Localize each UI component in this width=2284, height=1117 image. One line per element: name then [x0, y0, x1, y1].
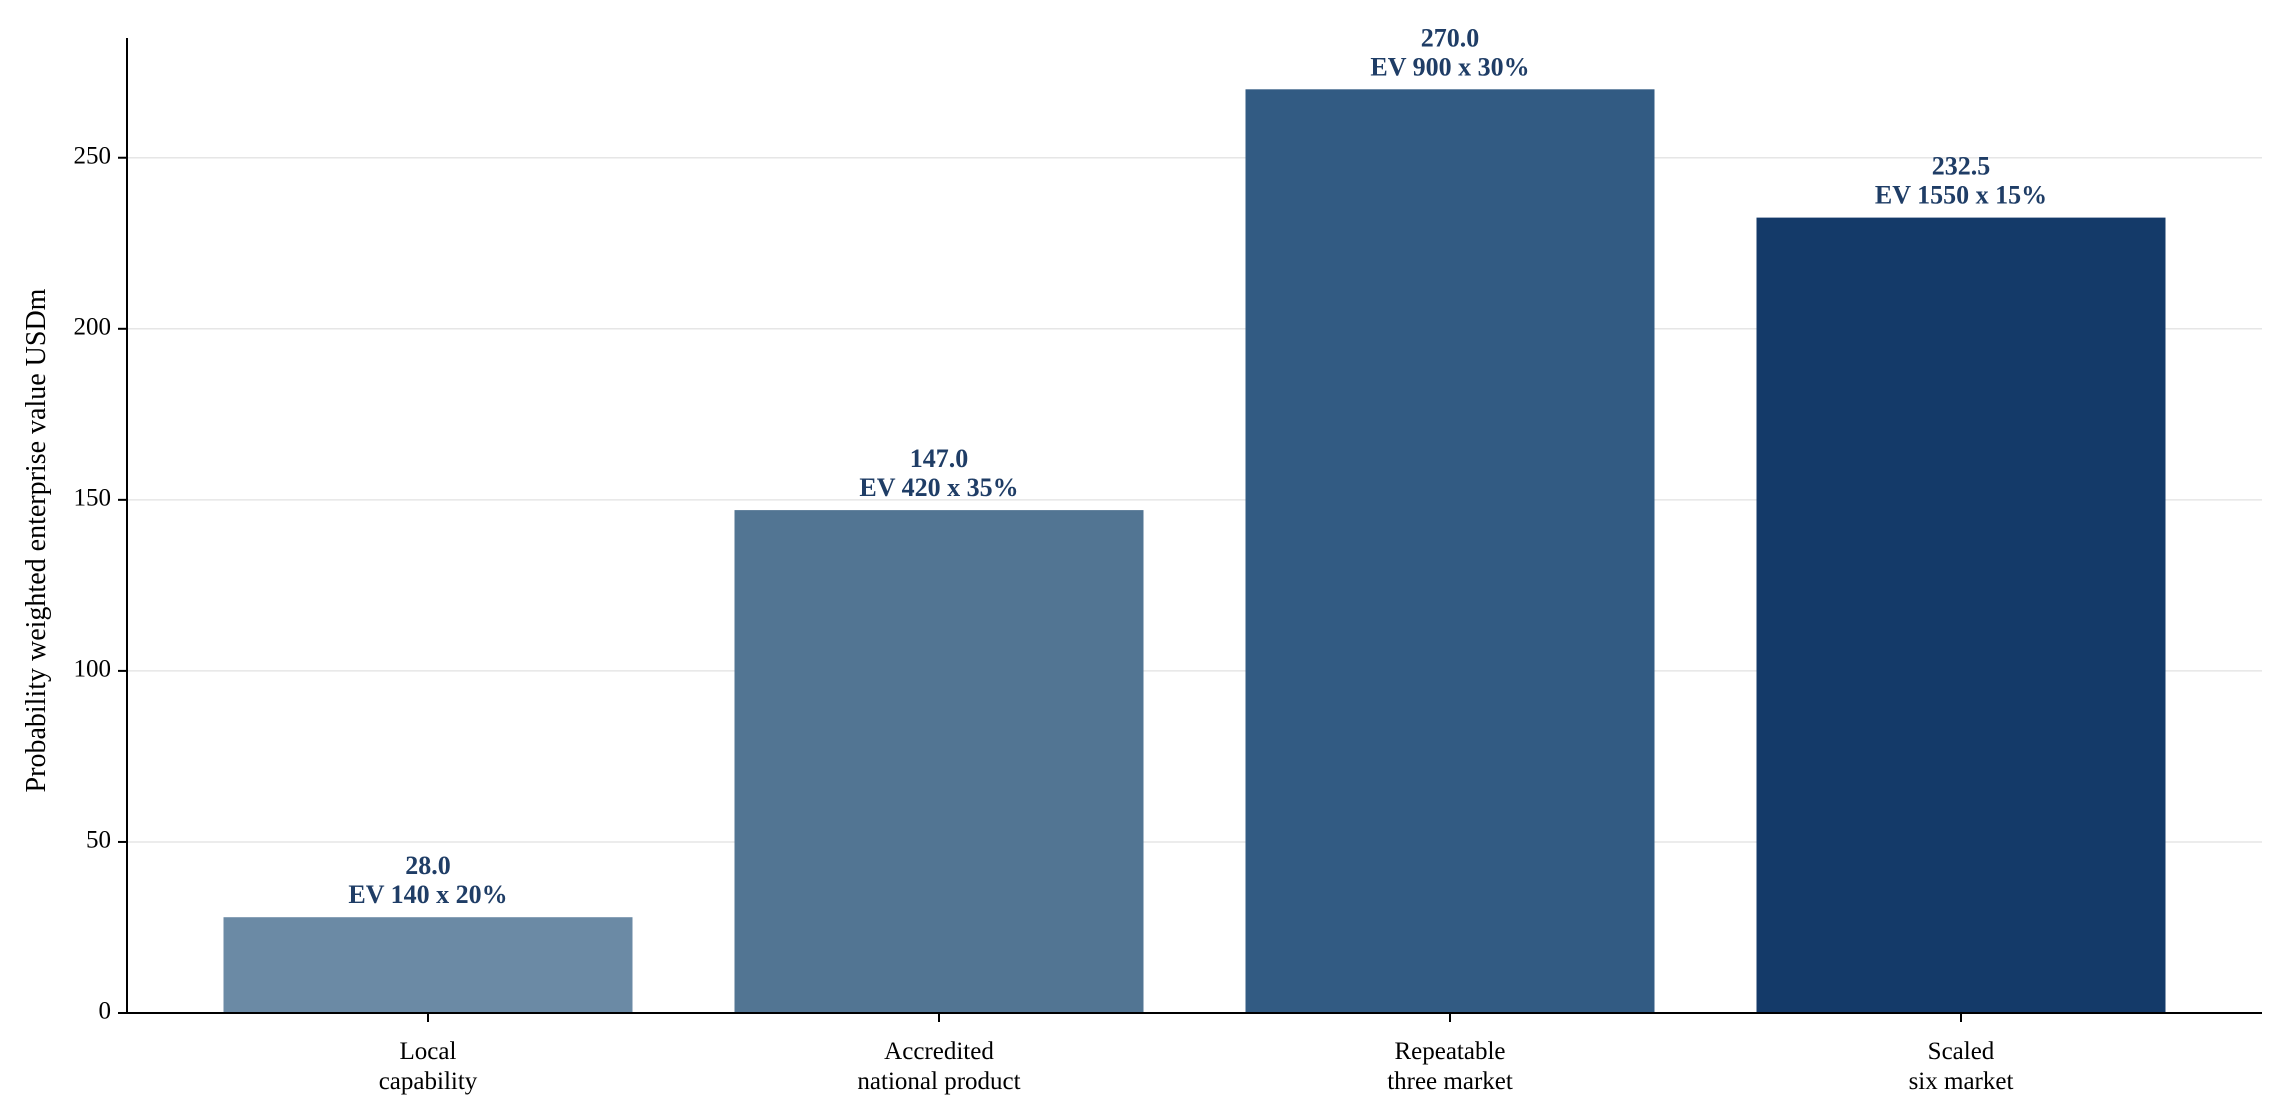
bar-value-label: 232.5	[1932, 152, 1991, 181]
x-ticks: Local capability Accredited national produc…	[379, 1013, 2014, 1095]
y-tick-label: 150	[74, 485, 112, 512]
x-tick-label: Local	[400, 1038, 457, 1065]
bar-value-label: 270.0	[1421, 23, 1480, 52]
y-tick-label: 50	[86, 827, 111, 854]
bar-annotation-label: EV 1550 x 15%	[1875, 181, 2047, 210]
bar	[1756, 217, 2166, 1013]
y-tick-label: 100	[74, 656, 112, 683]
bar-value-label: 147.0	[910, 444, 969, 473]
y-axis-title: Probability weighted enterprise value US…	[21, 288, 52, 792]
bar-annotation-label: EV 420 x 35%	[859, 473, 1018, 502]
bar-annotation-label: EV 900 x 30%	[1370, 52, 1529, 81]
y-tick-label: 0	[99, 998, 112, 1025]
y-tick-label: 200	[74, 314, 112, 341]
bar	[223, 917, 633, 1013]
x-tick-label: national product	[857, 1068, 1020, 1095]
bar-value-label: 28.0	[405, 851, 451, 880]
x-tick-label: Scaled	[1928, 1038, 1995, 1065]
x-tick-label: Accredited	[884, 1038, 994, 1065]
x-tick-label: six market	[1909, 1068, 2014, 1095]
bars	[223, 89, 2166, 1013]
data-labels: 28.0EV 140 x 20%147.0EV 420 x 35%270.0EV…	[348, 23, 2047, 909]
x-tick-label: three market	[1387, 1068, 1513, 1095]
x-tick-label: Repeatable	[1394, 1038, 1505, 1065]
x-tick-label: capability	[379, 1068, 478, 1095]
bar-annotation-label: EV 140 x 20%	[348, 880, 507, 909]
bar	[1245, 89, 1655, 1013]
y-ticks: 0 50 100 150 200 250	[74, 142, 127, 1025]
y-tick-label: 250	[74, 142, 112, 169]
bar	[734, 510, 1144, 1013]
axes	[126, 38, 2262, 1014]
